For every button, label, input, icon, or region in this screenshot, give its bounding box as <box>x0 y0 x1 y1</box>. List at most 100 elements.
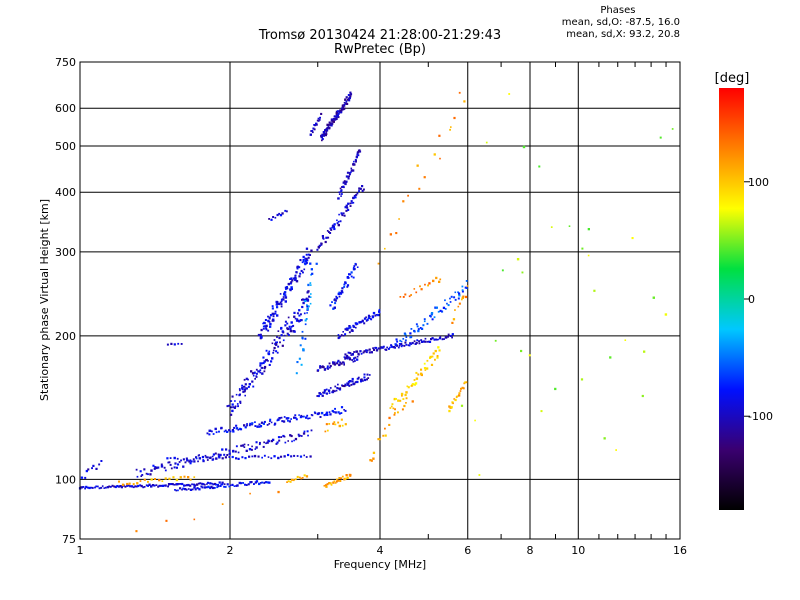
data-point <box>325 133 328 135</box>
data-point <box>450 295 453 298</box>
data-point <box>150 469 153 472</box>
data-point <box>337 220 340 223</box>
data-point <box>338 213 340 216</box>
data-point <box>293 311 296 314</box>
data-point <box>308 305 310 308</box>
data-point <box>248 448 252 451</box>
data-point <box>193 476 196 478</box>
data-point <box>166 343 169 346</box>
data-point <box>332 226 335 229</box>
data-point <box>450 406 453 409</box>
data-point <box>322 395 324 397</box>
data-point <box>238 427 241 430</box>
data-point <box>232 450 235 453</box>
data-point <box>160 484 163 487</box>
data-point <box>341 104 344 107</box>
data-point <box>338 291 341 294</box>
data-point <box>293 330 296 333</box>
data-point <box>120 486 123 489</box>
data-point <box>283 435 286 438</box>
data-point <box>359 187 362 190</box>
data-point <box>459 390 462 392</box>
data-point <box>379 347 382 350</box>
data-point <box>270 421 273 424</box>
data-point <box>290 325 293 328</box>
data-point <box>289 434 292 437</box>
data-point <box>360 320 363 323</box>
data-point <box>239 389 241 392</box>
data-point <box>454 398 457 402</box>
data-point <box>179 476 182 479</box>
data-point <box>305 257 308 260</box>
data-point <box>415 323 418 326</box>
data-point <box>247 483 250 486</box>
data-point <box>388 423 391 426</box>
plot-frame <box>79 61 681 540</box>
data-point <box>360 380 362 383</box>
data-point <box>189 478 192 481</box>
data-point <box>447 335 449 338</box>
data-point <box>424 283 426 286</box>
data-point <box>289 480 292 483</box>
data-point <box>237 428 240 431</box>
data-point <box>283 334 286 337</box>
data-point <box>343 104 345 106</box>
data-point <box>299 319 302 322</box>
data-point <box>322 391 324 394</box>
data-point <box>325 388 328 391</box>
data-point <box>250 370 253 373</box>
data-point <box>458 302 461 305</box>
data-point <box>262 325 265 328</box>
data-point <box>369 459 372 462</box>
data-point <box>194 484 197 487</box>
data-point <box>350 167 353 170</box>
data-point <box>268 440 271 443</box>
data-point <box>306 298 309 301</box>
x-tick-label: 4 <box>377 544 384 557</box>
data-point <box>330 484 333 486</box>
data-point <box>234 405 237 408</box>
data-point <box>343 362 345 364</box>
data-point <box>331 119 334 122</box>
data-point <box>328 411 331 413</box>
data-point <box>314 124 317 127</box>
data-point <box>340 418 343 421</box>
data-point <box>212 483 215 486</box>
data-point <box>292 479 295 482</box>
data-point <box>345 100 348 103</box>
data-point <box>356 377 359 380</box>
data-point <box>356 355 359 358</box>
data-point <box>280 334 283 337</box>
data-point <box>278 336 281 340</box>
data-point <box>451 333 454 336</box>
data-point <box>264 325 267 328</box>
data-point <box>126 482 129 486</box>
data-point <box>285 210 288 213</box>
data-point <box>367 314 370 317</box>
data-point <box>336 362 339 365</box>
data-point <box>263 441 265 444</box>
data-point <box>301 330 304 333</box>
data-point <box>299 416 302 419</box>
data-point <box>103 487 105 489</box>
data-point <box>296 455 299 457</box>
data-point <box>291 279 294 282</box>
data-point <box>274 341 277 344</box>
data-point <box>201 486 204 489</box>
data-point <box>461 285 464 288</box>
data-point <box>303 268 306 271</box>
y-tick-label: 500 <box>55 140 76 153</box>
data-point <box>247 385 250 388</box>
data-point <box>331 301 333 303</box>
chart-title: Tromsø 20130424 21:28:00-21:29:43 <box>258 28 502 43</box>
data-point <box>241 384 243 387</box>
data-point <box>416 339 419 342</box>
data-point <box>260 421 264 424</box>
y-tick-label: 100 <box>55 473 76 486</box>
data-point <box>132 486 135 489</box>
data-point <box>261 366 264 369</box>
data-point <box>189 459 192 462</box>
data-point <box>393 397 396 401</box>
data-point <box>209 456 212 459</box>
data-point <box>220 483 222 486</box>
